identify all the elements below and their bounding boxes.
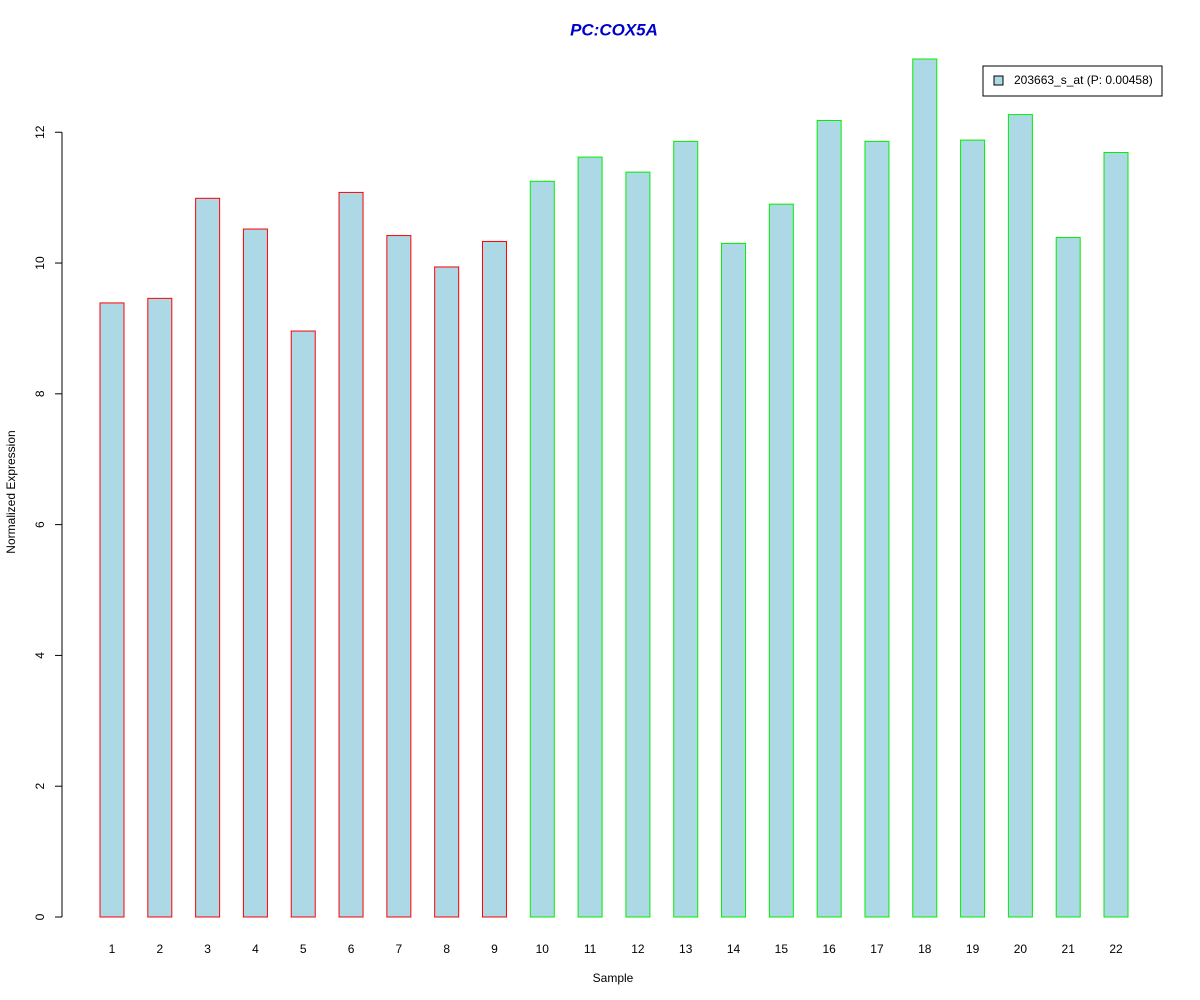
bar [577,156,603,918]
x-tick-label: 20 [1014,942,1028,956]
y-tick-label: 12 [33,125,47,139]
bar [864,140,890,918]
x-tick-label: 10 [536,942,550,956]
bar [673,140,699,918]
x-axis-label: Sample [593,971,634,985]
x-tick-label: 18 [918,942,932,956]
y-tick-label: 2 [33,783,47,790]
bar [242,228,268,918]
x-tick-label: 9 [491,942,498,956]
x-tick-label: 15 [775,942,789,956]
bar [386,235,412,918]
x-tick-label: 8 [443,942,450,956]
bar [960,139,986,918]
x-tick-label: 12 [631,942,645,956]
x-tick-label: 17 [870,942,884,956]
bar [721,242,747,918]
x-tick-label: 6 [348,942,355,956]
x-tick-label: 14 [727,942,741,956]
y-axis-label: Normalized Expression [4,430,18,553]
bar [768,203,794,918]
x-tick-label: 13 [679,942,693,956]
bar [1007,114,1033,918]
bar [434,266,460,918]
x-tick-label: 5 [300,942,307,956]
bar [290,330,316,918]
y-tick-label: 0 [33,913,47,920]
bar [99,302,125,918]
bar [625,171,651,918]
x-tick-label: 16 [822,942,836,956]
x-tick-label: 19 [966,942,980,956]
x-tick-label: 11 [584,942,597,956]
bar [1103,152,1129,918]
x-tick-label: 21 [1062,942,1076,956]
y-tick-label: 10 [33,256,47,270]
bar [912,58,938,918]
x-tick-label: 4 [252,942,259,956]
bar [481,240,507,918]
bar [338,191,364,918]
legend-swatch [993,75,1004,86]
x-tick-label: 7 [396,942,403,956]
y-tick-label: 4 [33,652,47,659]
legend-box [982,65,1163,97]
bar [147,297,173,918]
legend-label: 203663_s_at (P: 0.00458) [1014,73,1153,87]
bar [195,197,221,918]
bar [1055,237,1081,918]
bar [816,119,842,918]
y-tick-label: 8 [33,390,47,397]
x-tick-label: 1 [109,942,116,956]
chart-title: PC:COX5A [570,20,658,39]
bar [529,180,555,918]
x-tick-label: 3 [204,942,211,956]
x-tick-label: 2 [156,942,163,956]
x-tick-label: 22 [1109,942,1123,956]
y-tick-label: 6 [33,521,47,528]
